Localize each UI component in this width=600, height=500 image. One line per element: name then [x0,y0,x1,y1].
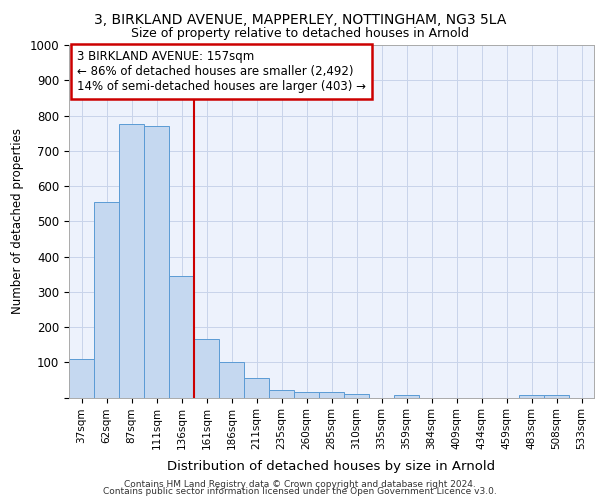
Y-axis label: Number of detached properties: Number of detached properties [11,128,24,314]
Bar [519,394,544,398]
Bar [319,392,344,398]
Text: 3, BIRKLAND AVENUE, MAPPERLEY, NOTTINGHAM, NG3 5LA: 3, BIRKLAND AVENUE, MAPPERLEY, NOTTINGHA… [94,12,506,26]
Bar [169,276,194,398]
Text: Contains public sector information licensed under the Open Government Licence v3: Contains public sector information licen… [103,488,497,496]
Bar [269,390,294,398]
Bar [294,392,319,398]
Text: Contains HM Land Registry data © Crown copyright and database right 2024.: Contains HM Land Registry data © Crown c… [124,480,476,489]
Bar [69,358,94,398]
X-axis label: Distribution of detached houses by size in Arnold: Distribution of detached houses by size … [167,460,496,473]
Bar [119,124,144,398]
Bar [394,394,419,398]
Text: Size of property relative to detached houses in Arnold: Size of property relative to detached ho… [131,28,469,40]
Bar [544,394,569,398]
Text: 3 BIRKLAND AVENUE: 157sqm
← 86% of detached houses are smaller (2,492)
14% of se: 3 BIRKLAND AVENUE: 157sqm ← 86% of detac… [77,50,366,94]
Bar [219,362,244,398]
Bar [194,340,219,398]
Bar [344,394,369,398]
Bar [144,126,169,398]
Bar [244,378,269,398]
Bar [94,202,119,398]
